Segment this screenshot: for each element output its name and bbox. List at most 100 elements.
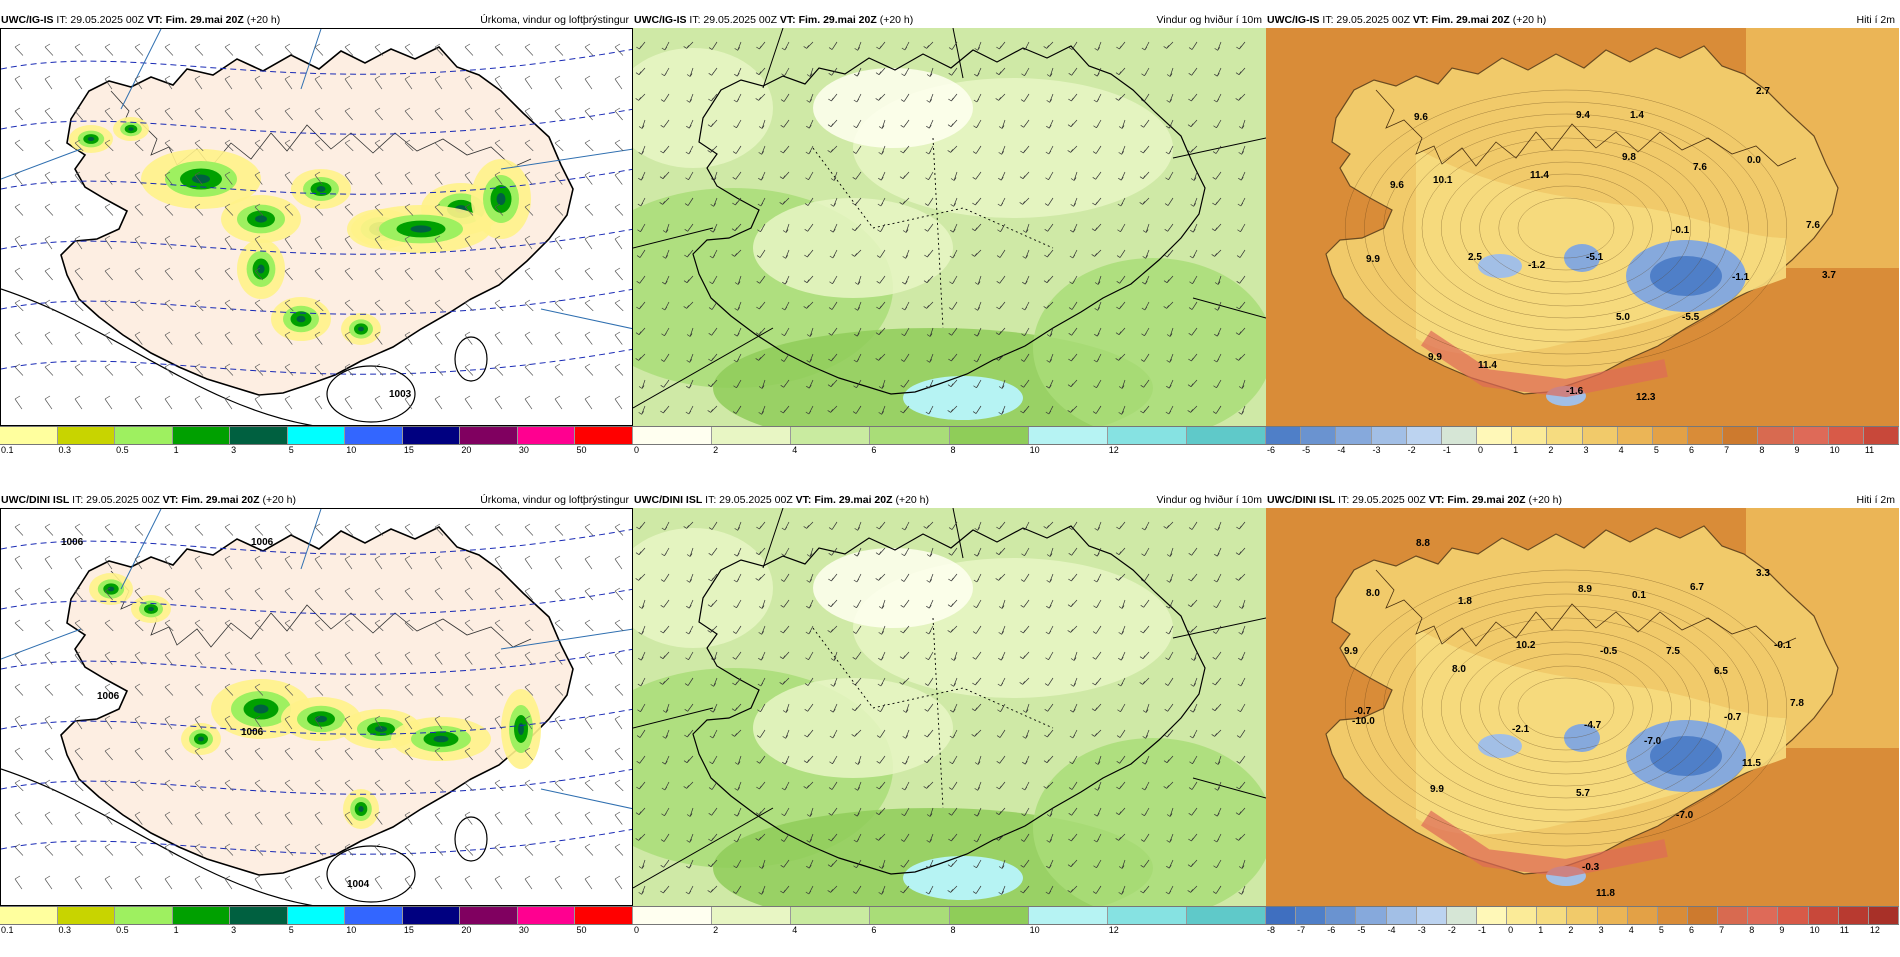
init-time: IT: 29.05.2025 00Z xyxy=(1335,494,1429,506)
colorbar-tick-label: 7 xyxy=(1724,445,1730,455)
colorbar-swatch xyxy=(633,907,713,924)
panel-run-info: UWC/DINI ISL IT: 29.05.2025 00Z VT: Fim.… xyxy=(1267,492,1562,508)
lead-time: (+20 h) xyxy=(1509,14,1547,26)
colorbar-swatch xyxy=(1778,907,1809,924)
init-time: IT: 29.05.2025 00Z xyxy=(1319,14,1413,26)
temperature-label: -0.3 xyxy=(1582,862,1600,873)
colorbar-tick-label: 12 xyxy=(1108,925,1119,935)
colorbar-swatch xyxy=(575,907,634,924)
colorbar-tick-label: -3 xyxy=(1372,445,1381,455)
colorbar-swatch xyxy=(0,907,58,924)
colorbar-swatch xyxy=(1828,427,1864,444)
colorbar-swatch xyxy=(1512,427,1548,444)
colorbar-swatch xyxy=(1537,907,1568,924)
colorbar-tick-label: 4 xyxy=(1628,925,1634,935)
colorbar-tick-label: 6 xyxy=(871,925,877,935)
temperature-label: 9.8 xyxy=(1622,152,1636,163)
colorbar-tick-label: 10 xyxy=(1829,445,1840,455)
colorbar-tick-label: 3 xyxy=(1583,445,1589,455)
colorbar-tick-label: -4 xyxy=(1387,925,1396,935)
colorbar-tick-label: -6 xyxy=(1327,925,1336,935)
temperature-label: 5.7 xyxy=(1576,788,1590,799)
colorbar-swatch xyxy=(870,427,950,444)
colorbar-swatch xyxy=(115,427,173,444)
colorbar-swatch xyxy=(1863,427,1900,444)
model-name: UWC/DINI ISL xyxy=(1,494,70,506)
colorbar-swatch xyxy=(1723,427,1759,444)
panel-header: UWC/IG-IS IT: 29.05.2025 00Z VT: Fim. 29… xyxy=(0,12,633,28)
colorbar-swatch xyxy=(1582,427,1618,444)
temperature-label: 2.5 xyxy=(1468,252,1482,263)
temperature-label: 0.0 xyxy=(1747,155,1761,166)
colorbar-tick-label: 7 xyxy=(1719,925,1725,935)
model-name: UWC/IG-IS xyxy=(1267,14,1320,26)
valid-time: VT: Fim. 29.mai 20Z xyxy=(1428,494,1526,506)
colorbar-tick-label: 10 xyxy=(1029,445,1040,455)
colorbar-tick-label: 1 xyxy=(1513,445,1519,455)
map-panel-top-temp: UWC/IG-IS IT: 29.05.2025 00Z VT: Fim. 29… xyxy=(1266,12,1900,477)
model-name: UWC/DINI ISL xyxy=(634,494,703,506)
colorbar-tick-label: 4 xyxy=(792,925,798,935)
colorbar-tick-label: 2 xyxy=(713,925,719,935)
panel-header: UWC/IG-IS IT: 29.05.2025 00Z VT: Fim. 29… xyxy=(633,12,1266,28)
colorbar-swatch xyxy=(345,907,403,924)
colorbar-swatch xyxy=(712,427,792,444)
temperature-label: -7.0 xyxy=(1676,810,1694,821)
temperature-label: 9.6 xyxy=(1390,180,1404,191)
colorbar: 0.1 0.3 0.5 1 3 5 10 15 20 30 50 xyxy=(0,426,634,455)
temperature-label: -2.1 xyxy=(1512,724,1530,735)
map-panel-top-wind: UWC/IG-IS IT: 29.05.2025 00Z VT: Fim. 29… xyxy=(633,12,1266,477)
colorbar-swatch xyxy=(1107,907,1187,924)
coastline xyxy=(692,45,1206,395)
temperature-label: 11.4 xyxy=(1478,360,1497,371)
colorbar-swatch xyxy=(1617,427,1653,444)
colorbar-swatch xyxy=(1718,907,1749,924)
colorbar-swatch xyxy=(1687,907,1719,924)
temperature-label: 10.1 xyxy=(1433,175,1453,186)
colorbar-tick-label: -1 xyxy=(1478,925,1487,935)
map-svg xyxy=(633,508,1266,906)
colorbar-tick-label: 12 xyxy=(1869,925,1880,935)
colorbar-swatch xyxy=(115,907,173,924)
isobar-label: 1006 xyxy=(241,727,264,738)
colorbar-swatch xyxy=(1838,907,1869,924)
colorbar-tick-label: 12 xyxy=(1108,445,1119,455)
colorbar-swatch xyxy=(1441,427,1478,444)
temperature-label: 7.8 xyxy=(1790,698,1804,709)
map-svg: 1006 1006 1006 1006 1004 xyxy=(1,509,632,905)
temperature-label: 6.5 xyxy=(1714,666,1728,677)
init-time: IT: 29.05.2025 00Z xyxy=(702,494,796,506)
panel-run-info: UWC/DINI ISL IT: 29.05.2025 00Z VT: Fim.… xyxy=(1,492,296,508)
map-svg: 1003 xyxy=(1,29,632,425)
colorbar-tick-label: 8 xyxy=(950,925,956,935)
colorbar-tick-label: -2 xyxy=(1407,445,1416,455)
temperature-label: 3.3 xyxy=(1756,568,1770,579)
colorbar-tick-label: 0.1 xyxy=(1,925,14,935)
temperature-label: -0.1 xyxy=(1774,640,1792,651)
colorbar-swatch xyxy=(1028,907,1108,924)
colorbar-tick-label: 0 xyxy=(1478,445,1484,455)
colorbar-swatch xyxy=(345,427,403,444)
colorbar-tick-label: 4 xyxy=(1618,445,1624,455)
colorbar-tick-label: 6 xyxy=(1689,445,1695,455)
temperature-label: 11.4 xyxy=(1530,170,1549,181)
field-title: Hiti í 2m xyxy=(1856,494,1895,506)
colorbar-tick-label: 50 xyxy=(576,445,587,455)
map-area xyxy=(633,28,1266,426)
isobar-label: 1006 xyxy=(251,537,274,548)
colorbar-tick-label: 4 xyxy=(792,445,798,455)
colorbar-swatch xyxy=(1266,907,1297,924)
temperature-label: 8.8 xyxy=(1416,538,1430,549)
colorbar-swatch xyxy=(172,907,231,924)
isobar-label: 1004 xyxy=(347,879,370,890)
colorbar-swatch xyxy=(1597,907,1628,924)
colorbar-swatch xyxy=(1386,907,1417,924)
temperature-label: 8.0 xyxy=(1452,664,1466,675)
temperature-label: 1.8 xyxy=(1458,596,1472,607)
colorbar-swatch xyxy=(1336,427,1372,444)
colorbar-tick-label: -5 xyxy=(1302,445,1311,455)
colorbar-swatch xyxy=(230,427,288,444)
colorbar-tick-label: -7 xyxy=(1297,925,1306,935)
temperature-label: 7.6 xyxy=(1693,162,1707,173)
map-panel-bot-temp: UWC/DINI ISL IT: 29.05.2025 00Z VT: Fim.… xyxy=(1266,492,1899,957)
